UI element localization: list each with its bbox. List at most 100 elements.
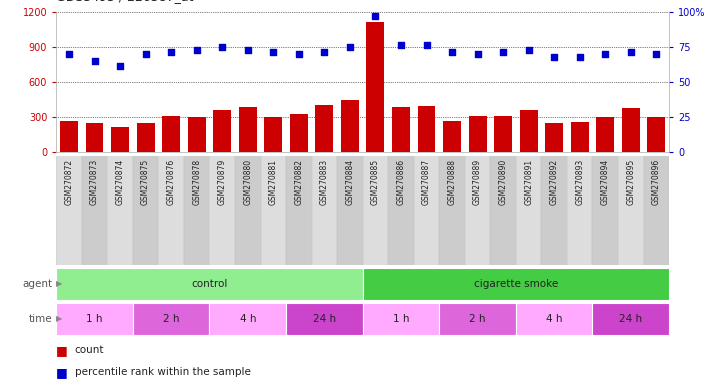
Text: GSM270884: GSM270884	[345, 159, 355, 205]
Text: GSM270893: GSM270893	[575, 159, 584, 205]
Bar	[107, 156, 133, 265]
Text: GSM270880: GSM270880	[243, 159, 252, 205]
Text: GSM270887: GSM270887	[422, 159, 431, 205]
Text: GSM270894: GSM270894	[601, 159, 610, 205]
Point	[216, 44, 228, 50]
Bar	[111, 127, 129, 152]
Text: 2 h: 2 h	[469, 314, 486, 324]
Text: GSM270875: GSM270875	[141, 159, 150, 205]
Text: 24 h: 24 h	[619, 314, 642, 324]
Bar	[56, 156, 81, 265]
Text: GSM270881: GSM270881	[269, 159, 278, 205]
Point	[242, 47, 254, 53]
Bar	[469, 116, 487, 152]
Text: ▶: ▶	[56, 280, 62, 288]
Point	[115, 63, 126, 69]
Text: GSM270886: GSM270886	[397, 159, 405, 205]
Text: GSM270882: GSM270882	[294, 159, 304, 205]
Text: GSM270896: GSM270896	[652, 159, 661, 205]
Text: agent: agent	[22, 279, 53, 289]
Point	[421, 41, 433, 48]
Text: 2 h: 2 h	[163, 314, 180, 324]
Bar	[81, 156, 107, 265]
Bar	[490, 156, 516, 265]
Point	[319, 48, 330, 55]
Text: GDS3493 / 226387_at: GDS3493 / 226387_at	[56, 0, 194, 3]
Bar	[133, 156, 159, 265]
Point	[395, 41, 407, 48]
Bar	[133, 303, 210, 335]
Text: control: control	[191, 279, 228, 289]
Text: GSM270872: GSM270872	[64, 159, 74, 205]
Bar	[137, 123, 154, 152]
Point	[497, 48, 509, 55]
Point	[523, 47, 534, 53]
Bar	[417, 106, 435, 152]
Bar	[520, 111, 538, 152]
Point	[267, 48, 279, 55]
Bar	[494, 116, 512, 152]
Bar	[337, 156, 363, 265]
Bar	[239, 107, 257, 152]
Bar	[210, 156, 235, 265]
Text: GSM270873: GSM270873	[90, 159, 99, 205]
Point	[63, 51, 75, 58]
Bar	[56, 303, 133, 335]
Point	[599, 51, 611, 58]
Bar	[622, 108, 640, 152]
Text: GSM270883: GSM270883	[320, 159, 329, 205]
Bar	[56, 268, 363, 300]
Bar	[392, 107, 410, 152]
Text: GSM270888: GSM270888	[448, 159, 456, 205]
Text: 1 h: 1 h	[87, 314, 103, 324]
Text: GSM270895: GSM270895	[627, 159, 635, 205]
Bar	[647, 117, 665, 152]
Bar	[286, 303, 363, 335]
Bar	[286, 156, 311, 265]
Text: GSM270878: GSM270878	[193, 159, 201, 205]
Text: cigarette smoke: cigarette smoke	[474, 279, 558, 289]
Bar	[596, 117, 614, 152]
Bar	[265, 117, 282, 152]
Bar	[159, 156, 184, 265]
Bar	[545, 122, 563, 152]
Point	[89, 58, 100, 65]
Text: GSM270876: GSM270876	[167, 159, 176, 205]
Text: count: count	[75, 345, 104, 355]
Text: ■: ■	[56, 366, 68, 379]
Bar	[162, 116, 180, 152]
Text: 1 h: 1 h	[393, 314, 410, 324]
Point	[344, 44, 355, 50]
Text: ■: ■	[56, 344, 68, 357]
Bar	[260, 156, 286, 265]
Text: GSM270892: GSM270892	[549, 159, 559, 205]
Bar	[213, 111, 231, 152]
Bar	[593, 303, 669, 335]
Bar	[363, 268, 669, 300]
Point	[446, 48, 458, 55]
Bar	[644, 156, 669, 265]
Bar	[567, 156, 593, 265]
Bar	[593, 156, 618, 265]
Bar	[187, 117, 205, 152]
Point	[574, 54, 585, 60]
Bar	[363, 156, 388, 265]
Bar	[184, 156, 210, 265]
Point	[191, 47, 203, 53]
Point	[370, 13, 381, 20]
Bar	[366, 22, 384, 152]
Bar	[465, 156, 490, 265]
Bar	[60, 121, 78, 152]
Bar	[86, 122, 104, 152]
Text: GSM270890: GSM270890	[499, 159, 508, 205]
Bar	[414, 156, 439, 265]
Bar	[571, 122, 588, 152]
Point	[140, 51, 151, 58]
Bar	[439, 303, 516, 335]
Bar	[290, 114, 308, 152]
Bar	[235, 156, 260, 265]
Point	[293, 51, 304, 58]
Text: ▶: ▶	[56, 314, 62, 323]
Bar	[311, 156, 337, 265]
Point	[472, 51, 483, 58]
